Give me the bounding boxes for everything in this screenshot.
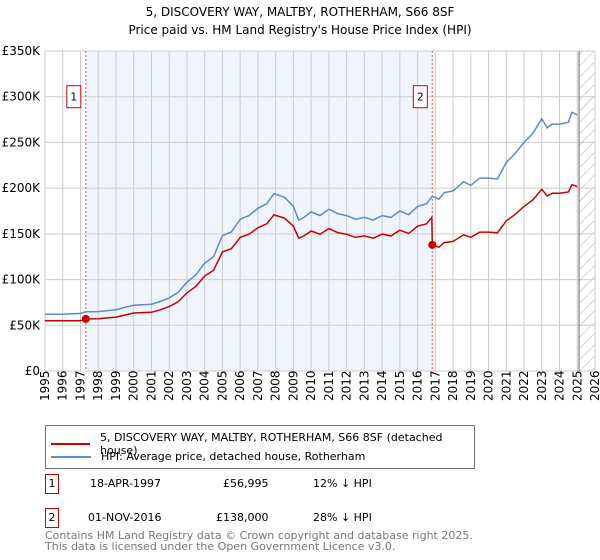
sale-badge-label: 2 — [417, 91, 424, 104]
transaction-price: £56,995 — [223, 477, 269, 490]
legend-hpi: HPI: Average price, detached house, Roth… — [101, 450, 366, 463]
sale-point — [81, 314, 90, 323]
y-tick-label: £350K — [2, 44, 42, 58]
x-tick-label: 2026 — [588, 370, 600, 401]
x-tick-label: 2023 — [535, 370, 549, 401]
sale-badge — [66, 85, 82, 109]
x-tick-label: 2017 — [428, 370, 442, 401]
chart-title: 5, DISCOVERY WAY, MALTBY, ROTHERHAM, S66… — [146, 5, 455, 19]
x-tick-label: 2000 — [127, 370, 141, 401]
x-tick-label: 2013 — [357, 370, 371, 401]
x-tick-label: 2005 — [215, 370, 229, 401]
x-tick-label: 1999 — [109, 370, 123, 401]
y-tick-label: £100K — [2, 273, 42, 287]
legend: 5, DISCOVERY WAY, MALTBY, ROTHERHAM, S66… — [45, 425, 475, 469]
y-tick-label: £50K — [9, 318, 41, 332]
transaction-date: 18-APR-1997 — [90, 477, 162, 490]
transaction-row: 2 01-NOV-2016 £138,000 28% ↓ HPI — [45, 508, 445, 528]
x-tick-label: 1996 — [56, 370, 70, 401]
x-tick-label: 2021 — [499, 370, 513, 401]
x-tick-label: 2014 — [375, 370, 389, 401]
transaction-badge: 1 — [45, 474, 59, 494]
y-tick-label: £200K — [2, 181, 42, 195]
x-tick-label: 2009 — [286, 370, 300, 401]
shaded-period — [85, 51, 433, 371]
x-tick-label: 2015 — [393, 370, 407, 401]
x-tick-label: 2003 — [180, 370, 194, 401]
hpi-line — [45, 111, 578, 316]
y-tick-label: £250K — [2, 135, 42, 149]
footer-line1: Contains HM Land Registry data © Crown c… — [45, 529, 473, 542]
x-tick-label: 2002 — [162, 370, 176, 401]
x-tick-label: 2024 — [553, 370, 567, 401]
transaction-badge: 2 — [45, 508, 59, 528]
y-tick-label: £150K — [2, 227, 42, 241]
x-tick-label: 2012 — [340, 370, 354, 401]
footer: Contains HM Land Registry data © Crown c… — [45, 530, 473, 552]
x-tick-label: 2025 — [570, 370, 584, 401]
transaction-hpi: 28% ↓ HPI — [313, 511, 372, 524]
chart-subtitle: Price paid vs. HM Land Registry's House … — [128, 23, 471, 37]
y-tick-label: £0 — [25, 364, 40, 378]
x-tick-label: 2008 — [269, 370, 283, 401]
x-tick-label: 2004 — [198, 370, 212, 401]
transaction-date: 01-NOV-2016 — [88, 511, 162, 524]
x-tick-label: 1995 — [38, 370, 52, 401]
forecast-hatch — [579, 51, 595, 371]
x-tick-label: 2006 — [233, 370, 247, 401]
price-chart: £0 £50K £100K £150K £200K £250K £300K £350K 1995… — [2, 5, 600, 401]
x-tick-label: 2011 — [322, 370, 336, 401]
transaction-hpi: 12% ↓ HPI — [313, 477, 372, 490]
x-tick-label: 2020 — [482, 370, 496, 401]
sale-point — [428, 240, 437, 249]
x-tick-label: 1997 — [73, 370, 87, 401]
footer-line2: This data is licensed under the Open Gov… — [45, 540, 396, 553]
y-tick-label: £300K — [2, 90, 42, 104]
x-tick-label: 2007 — [251, 370, 265, 401]
legend-blue-line — [51, 455, 91, 458]
sale-badge — [412, 85, 428, 109]
x-tick-label: 2016 — [411, 370, 425, 401]
transaction-row: 1 18-APR-1997 £56,995 12% ↓ HPI — [45, 474, 445, 494]
x-tick-label: 2022 — [517, 370, 531, 401]
x-tick-label: 2019 — [464, 370, 478, 401]
x-tick-label: 2010 — [304, 370, 318, 401]
property-price-line — [45, 183, 578, 322]
sale-badge-label: 1 — [70, 91, 77, 104]
x-tick-label: 2001 — [144, 370, 158, 401]
x-tick-label: 1998 — [91, 370, 105, 401]
transaction-price: £138,000 — [216, 511, 269, 524]
legend-red-line — [51, 443, 91, 445]
legend-property: 5, DISCOVERY WAY, MALTBY, ROTHERHAM, S66… — [100, 431, 443, 457]
x-tick-label: 2018 — [446, 370, 460, 401]
